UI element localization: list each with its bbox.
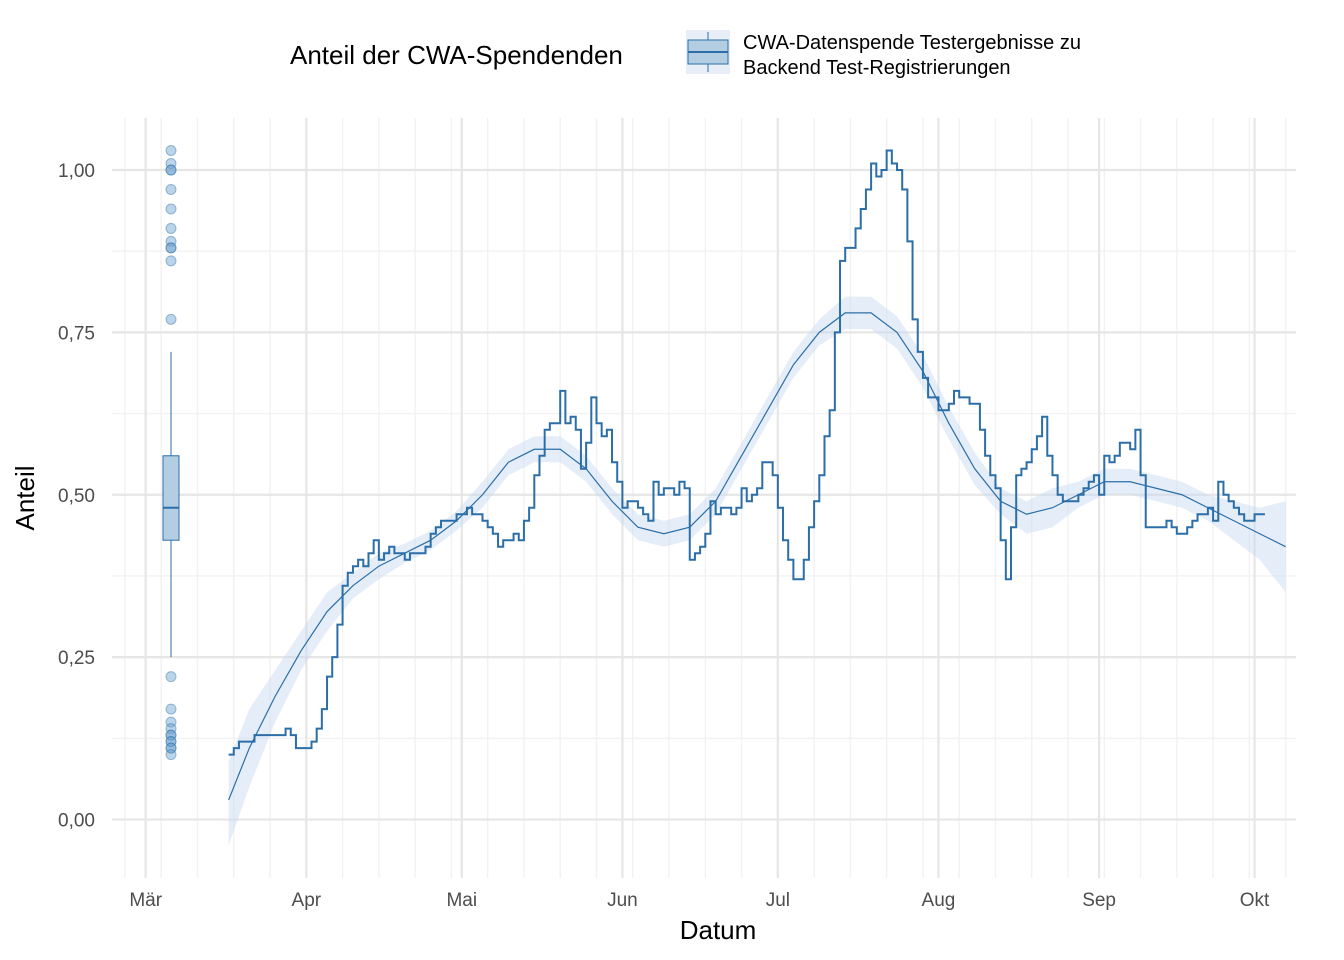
- box-outlier-point: [165, 164, 177, 176]
- x-tick-label: Aug: [922, 890, 956, 911]
- box-outlier-point: [165, 157, 177, 169]
- box-outlier-point: [165, 723, 177, 735]
- box-outlier-point: [165, 164, 177, 176]
- legend: Anteil der CWA-Spendenden CWA-Datenspend…: [290, 30, 1081, 79]
- box-outlier-point: [165, 144, 177, 156]
- box-outlier-point: [165, 716, 177, 728]
- box-outlier-point: [165, 671, 177, 683]
- box-outlier-point: [165, 742, 177, 754]
- y-axis-title: Anteil: [10, 465, 40, 530]
- legend-title: Anteil der CWA-Spendenden: [290, 40, 623, 70]
- step-line: [228, 149, 1265, 756]
- box-outlier-point: [165, 203, 177, 215]
- box-outlier-point: [165, 729, 177, 741]
- box-outlier-point: [165, 736, 177, 748]
- smooth-trend-line: [228, 312, 1286, 801]
- x-tick-label: Apr: [292, 890, 322, 911]
- x-tick-label: Mär: [129, 890, 162, 911]
- axes: 0,00 0,25 0,50 0,75 1,00 Mär Apr Mai Jun Jul Aug Se…: [58, 161, 1270, 911]
- box-outlier-point: [165, 242, 177, 254]
- box-outlier-point: [165, 183, 177, 195]
- x-tick-label: Mai: [446, 890, 477, 911]
- y-tick-label: 0,50: [58, 486, 95, 507]
- x-tick-label: Sep: [1082, 890, 1116, 911]
- box-outlier-point: [165, 235, 177, 247]
- box-body: [162, 455, 180, 541]
- y-tick-label: 0,75: [58, 323, 95, 344]
- box-outlier-point: [165, 736, 177, 748]
- series-layer: [228, 149, 1286, 801]
- box-outlier-point: [165, 749, 177, 761]
- y-tick-label: 0,25: [58, 648, 95, 669]
- x-axis-title: Datum: [680, 915, 757, 945]
- legend-entry-line1: CWA-Datenspende Testergebnisse zu: [743, 32, 1081, 54]
- boxplot: [162, 144, 180, 761]
- legend-entry-line2: Backend Test-Registrierungen: [743, 57, 1011, 79]
- x-tick-label: Jun: [607, 890, 638, 911]
- box-outlier-point: [165, 729, 177, 741]
- box-outlier-point: [165, 313, 177, 325]
- y-tick-label: 1,00: [58, 161, 95, 182]
- legend-key: [686, 30, 730, 74]
- box-outlier-point: [165, 703, 177, 715]
- y-tick-label: 0,00: [58, 811, 95, 832]
- x-tick-label: Jul: [766, 890, 790, 911]
- box-outlier-point: [165, 255, 177, 267]
- box-outlier-point: [165, 222, 177, 234]
- box-outlier-point: [165, 242, 177, 254]
- x-tick-label: Okt: [1240, 890, 1270, 911]
- box-outlier-point: [165, 742, 177, 754]
- grid: [112, 118, 1296, 878]
